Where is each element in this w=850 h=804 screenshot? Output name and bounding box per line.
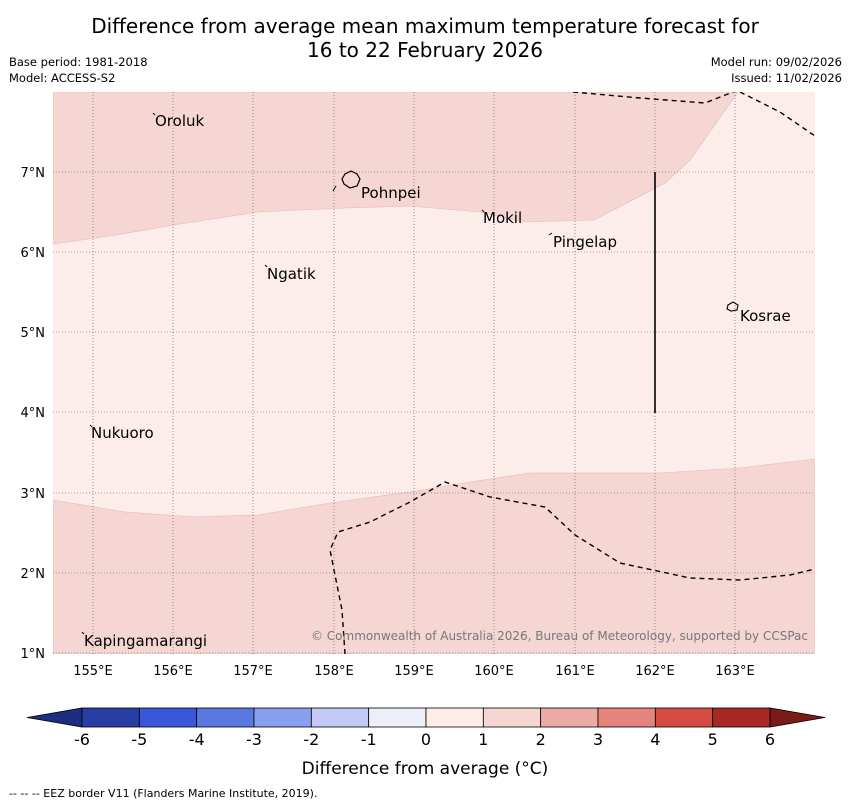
colorbar-swatch [712,707,771,728]
colorbar-tick-label: -3 [246,730,262,749]
colorbar-swatch [196,707,255,728]
colorbar-swatch [310,707,370,728]
lat-tick-label: 5°N [21,326,46,341]
place-label: Nukuoro [91,424,154,442]
lon-tick-label: 162°E [635,664,675,679]
pohnpei-reef-mark [332,185,337,192]
place-label: Mokil [483,209,522,227]
kosrae-island-outline [726,301,739,312]
lon-tick-label: 158°E [314,664,354,679]
lon-tick-label: 156°E [153,664,193,679]
issued-date: Issued: 11/02/2026 [731,71,842,85]
colorbar-swatch [425,707,484,728]
colorbar-tick-label: 0 [421,730,431,749]
colorbar-swatch [597,707,656,728]
pohnpei-island-outline [341,170,361,189]
colorbar-tick-label: -1 [361,730,377,749]
colorbar-swatch [540,707,599,728]
colorbar-tick-label: -4 [189,730,205,749]
lat-tick-label: 6°N [21,246,46,261]
lat-tick-label: 1°N [21,647,46,662]
lat-tick-label: 2°N [21,567,46,582]
place-label: Pohnpei [361,184,421,202]
lon-tick-label: 155°E [73,664,113,679]
place-label: Oroluk [155,112,204,130]
lon-tick-label: 160°E [474,664,514,679]
colorbar-swatch [253,707,312,728]
model-name: Model: ACCESS-S2 [9,71,116,85]
colorbar-swatch [368,707,427,728]
lon-tick-label: 163°E [715,664,755,679]
base-period: Base period: 1981-2018 [9,55,148,69]
anomaly-one-to-two-region-south [53,458,815,654]
title-line-1: Difference from average mean maximum tem… [91,14,759,38]
model-run: Model run: 09/02/2026 [710,55,842,69]
copyright-notice: © Commonwealth of Australia 2026, Bureau… [311,629,808,643]
place-label: Pingelap [553,233,617,251]
lon-tick-label: 159°E [394,664,434,679]
colorbar-swatch [654,707,714,728]
colorbar-tick-label: 6 [765,730,775,749]
eez-border [329,92,815,654]
graticule [53,92,815,654]
title-line-2: 16 to 22 February 2026 [307,38,543,62]
lon-tick-label: 157°E [233,664,273,679]
colorbar-swatch [482,707,542,728]
colorbar-tick-label: 5 [708,730,718,749]
lat-tick-label: 7°N [21,166,46,181]
anomaly-one-to-two-region-north [53,92,739,245]
colorbar-under-arrow [26,707,83,728]
colorbar-tick-label: -2 [303,730,319,749]
colorbar-tick-label: 2 [536,730,546,749]
colorbar-label: Difference from average (°C) [302,759,549,779]
atoll-marks [81,112,553,635]
lat-tick-label: 3°N [21,487,46,502]
colorbar-tick-label: 3 [593,730,603,749]
colorbar-over-arrow [769,707,826,728]
colorbar-tick-label: -5 [131,730,147,749]
colorbar-swatch [81,707,140,728]
colorbar-tick-label: 4 [650,730,660,749]
map-area: Oroluk Pohnpei Mokil Pingelap Ngatik Kos… [53,92,815,654]
place-label: Ngatik [267,265,316,283]
place-label: Kosrae [740,307,791,325]
eez-legend-note: -- -- -- EEZ border V11 (Flanders Marine… [9,787,317,800]
colorbar-tick-label: -6 [74,730,90,749]
colorbar: -6 -5 -4 -3 -2 -1 0 1 2 3 4 5 6 [26,707,826,749]
colorbar-tick-label: 1 [478,730,488,749]
lat-tick-label: 4°N [21,406,46,421]
lon-tick-label: 161°E [555,664,595,679]
colorbar-swatch [138,707,198,728]
place-label: Kapingamarangi [84,632,207,650]
